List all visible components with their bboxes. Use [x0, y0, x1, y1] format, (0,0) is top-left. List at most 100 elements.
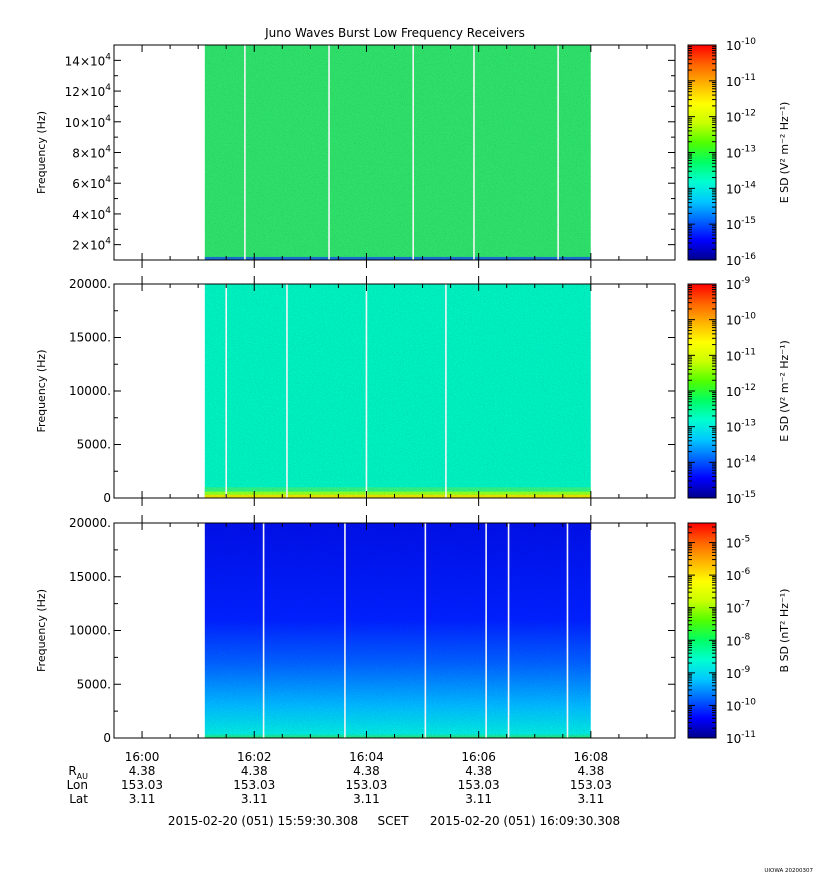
- y-tick-label: 10000.: [69, 384, 111, 398]
- colorbar-tick-exponent: -7: [741, 600, 750, 610]
- colorbar-tick-exponent: -11: [741, 73, 756, 83]
- colorbar-tick-exponent: -15: [741, 216, 756, 226]
- ephemeris-row-label-main: Lat: [69, 792, 88, 806]
- colorbar-tick-label: 10-12: [726, 109, 756, 125]
- x-tick-label: 16:02: [237, 750, 272, 764]
- colorbar-tick-base: 10: [726, 732, 741, 746]
- ephemeris-row-label: RAU: [68, 764, 88, 781]
- ephemeris-lat-value: 3.11: [577, 792, 604, 806]
- y-tick-exponent: 4: [105, 52, 111, 62]
- y-tick-label: 5000.: [77, 438, 111, 452]
- spectrogram-noise: [204, 45, 591, 260]
- colorbar-label-quantity: B SD: [778, 646, 791, 673]
- ephemeris-r-au-value: 4.38: [577, 764, 604, 778]
- x-tick-label: 16:04: [349, 750, 384, 764]
- ephemeris-lon-value: 153.03: [345, 778, 387, 792]
- colorbar-tick-label: 10-7: [726, 600, 750, 616]
- colorbar-tick-exponent: -9: [741, 665, 750, 675]
- y-tick-exponent: 4: [105, 206, 111, 216]
- y-tick-label: 15000.: [69, 570, 111, 584]
- y-tick-mantissa: 10×10: [65, 116, 106, 130]
- ephemeris-lon-value: 153.03: [233, 778, 275, 792]
- ephemeris-row-label-sub: AU: [77, 772, 88, 781]
- colorbar-label: B SD (nT² Hz⁻¹): [778, 589, 791, 673]
- colorbar-label-unit: (nT² Hz⁻¹): [778, 589, 791, 643]
- colorbar-tick-label: 10-15: [726, 216, 756, 232]
- ephemeris-lon-value: 153.03: [121, 778, 163, 792]
- colorbar-tick-exponent: -10: [741, 312, 756, 322]
- ephemeris-lat-value: 3.11: [241, 792, 268, 806]
- x-tick-label: 16:08: [574, 750, 609, 764]
- colorbar-tick-label: 10-10: [726, 697, 756, 713]
- colorbar-tick-exponent: -12: [741, 109, 756, 119]
- spectrogram-noise: [204, 284, 591, 498]
- time-range-end: 2015-02-20 (051) 16:09:30.308: [430, 814, 620, 828]
- colorbar-tick-exponent: -9: [741, 276, 750, 286]
- colorbar-tick-label: 10-10: [726, 312, 756, 328]
- ephemeris-r-au-value: 4.38: [129, 764, 156, 778]
- ephemeris-row-label-main: Lon: [67, 778, 88, 792]
- colorbar-tick-exponent: -15: [741, 490, 756, 500]
- colorbar-label-unit: (V² m⁻² Hz⁻¹): [778, 340, 791, 413]
- y-tick-label: 10000.: [69, 624, 111, 638]
- y-tick-label: 15000.: [69, 331, 111, 345]
- spectrogram-panel-2: 0 5000. 10000. 15000. 20000. Frequency (Hz) 10…: [35, 276, 791, 523]
- y-tick-label: 14×104: [65, 52, 112, 68]
- colorbar-tick-label: 10-13: [726, 419, 756, 435]
- spectrogram-panel-1: 2×1044×1046×1048×10410×10412×10414×104Fr…: [35, 37, 791, 284]
- colorbar-tick-base: 10: [726, 111, 741, 125]
- x-tick-label: 16:06: [461, 750, 496, 764]
- x-tick-label: 16:00: [125, 750, 160, 764]
- y-tick-label: 20000.: [69, 277, 111, 291]
- colorbar-tick-base: 10: [726, 699, 741, 713]
- colorbar-tick-label: 10-14: [726, 454, 756, 470]
- colorbar-tick-label: 10-6: [726, 567, 751, 583]
- colorbar-label-quantity: E SD: [778, 177, 791, 203]
- y-tick-label: 0: [103, 491, 111, 505]
- colorbar-tick-exponent: -8: [741, 632, 750, 642]
- colorbar-tick-exponent: -14: [741, 454, 756, 464]
- y-tick-label: 5000.: [77, 677, 111, 691]
- colorbar-tick-exponent: -13: [741, 419, 756, 429]
- colorbar-gradient: [687, 522, 717, 739]
- ephemeris-r-au-value: 4.38: [353, 764, 380, 778]
- colorbar-tick-base: 10: [726, 75, 741, 89]
- colorbar-tick-base: 10: [726, 667, 741, 681]
- y-tick-mantissa: 2×10: [72, 239, 105, 253]
- ephemeris-lon-value: 153.03: [570, 778, 612, 792]
- colorbar-tick-exponent: -13: [741, 145, 756, 155]
- colorbar-label-quantity: E SD: [778, 416, 791, 442]
- colorbar-tick-label: 10-10: [726, 37, 756, 53]
- y-axis-label: Frequency (Hz): [35, 350, 48, 433]
- ephemeris-lat-value: 3.11: [129, 792, 156, 806]
- ephemeris-r-au-value: 4.38: [465, 764, 492, 778]
- time-range-frame: SCET: [378, 814, 410, 828]
- colorbar-tick-label: 10-11: [726, 347, 756, 363]
- colorbar-tick-base: 10: [726, 634, 741, 648]
- y-axis-label: Frequency (Hz): [35, 111, 48, 194]
- y-tick-label: 20000.: [69, 516, 111, 530]
- spectrogram-data-3: [204, 523, 591, 738]
- y-tick-exponent: 4: [105, 237, 111, 247]
- ephemeris-lon-value: 153.03: [458, 778, 500, 792]
- colorbar-label: E SD (V² m⁻² Hz⁻¹): [778, 340, 791, 442]
- colorbar-tick-exponent: -16: [741, 252, 756, 262]
- y-tick-label: 2×104: [72, 237, 111, 253]
- colorbar-tick-exponent: -12: [741, 383, 756, 393]
- ephemeris-r-au-value: 4.38: [241, 764, 268, 778]
- colorbar-tick-label: 10-11: [726, 730, 756, 746]
- colorbar-tick-base: 10: [726, 456, 741, 470]
- y-tick-label: 10×104: [65, 114, 112, 130]
- colorbar-label-unit: (V² m⁻² Hz⁻¹): [778, 102, 791, 175]
- ephemeris-row-label: Lat: [69, 792, 88, 806]
- colorbar-tick-base: 10: [726, 218, 741, 232]
- spectrogram-panel-3: 0 5000. 10000. 15000. 20000. Frequency (Hz) 10…: [35, 516, 791, 746]
- colorbar-tick-base: 10: [726, 602, 741, 616]
- y-tick-mantissa: 4×10: [72, 208, 105, 222]
- colorbar-tick-base: 10: [726, 278, 741, 292]
- colorbar-tick-exponent: -10: [741, 697, 756, 707]
- colorbar-tick-base: 10: [726, 39, 741, 53]
- colorbar-tick-label: 10-9: [726, 276, 751, 292]
